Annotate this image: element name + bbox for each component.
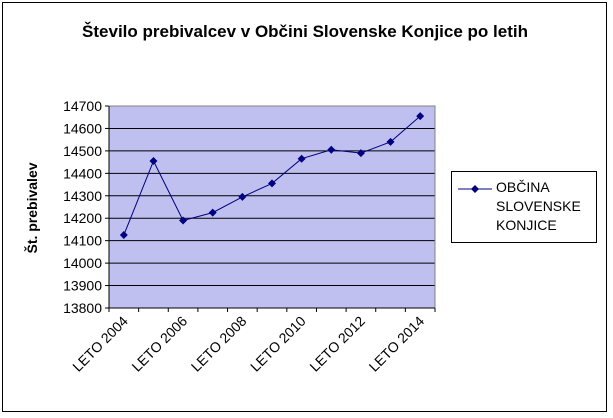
data-point (268, 179, 276, 188)
data-point (386, 137, 395, 146)
y-tick-label: 13900 (63, 278, 102, 294)
x-tick-label: LETO 2006 (128, 313, 190, 375)
data-point (208, 208, 217, 217)
data-point (238, 192, 247, 201)
data-point (356, 149, 365, 158)
data-point (119, 231, 128, 240)
y-tick-label: 14500 (63, 143, 102, 159)
y-tick-label: 14600 (63, 120, 102, 136)
legend: OBČINA SLOVENSKE KONJICE (451, 171, 597, 243)
plot-background (109, 106, 435, 308)
data-point (416, 112, 425, 121)
data-point (327, 145, 336, 154)
y-tick-label: 14700 (63, 98, 102, 114)
y-tick-label: 14000 (63, 255, 102, 271)
x-tick-label: LETO 2014 (366, 313, 428, 375)
chart-title: Število prebivalcev v Občini Slovenske K… (82, 22, 528, 41)
x-tick-label: LETO 2004 (69, 313, 131, 375)
y-tick-label: 14400 (63, 165, 102, 181)
data-point (297, 154, 306, 163)
legend-series-label: OBČINA SLOVENSKE KONJICE (496, 179, 581, 233)
y-tick-label: 14200 (63, 210, 102, 226)
y-tick-label: 14100 (63, 233, 102, 249)
legend-series-marker (458, 185, 492, 193)
x-tick-label: LETO 2008 (188, 313, 250, 375)
y-tick-label: 13800 (63, 300, 102, 316)
x-tick-label: LETO 2010 (247, 313, 309, 375)
x-tick-label: LETO 2012 (306, 313, 368, 375)
y-tick-label: 14300 (63, 188, 102, 204)
data-point (179, 216, 188, 225)
data-point (149, 156, 158, 165)
